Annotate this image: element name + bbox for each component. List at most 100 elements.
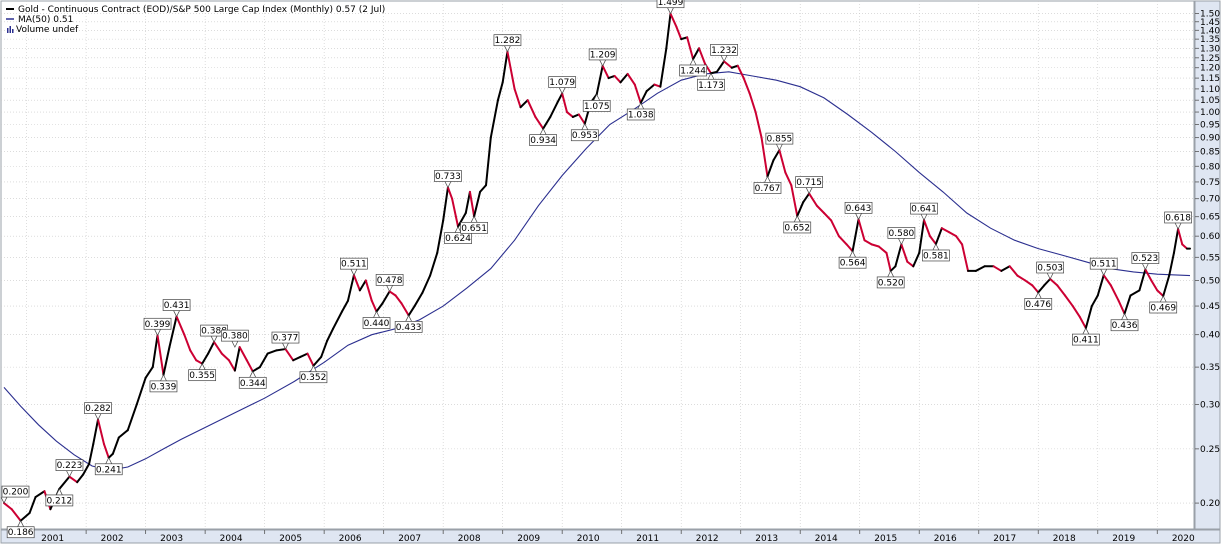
x-tick-label: 2018 <box>1053 534 1076 544</box>
price-segment <box>1090 294 1099 308</box>
price-segment <box>669 12 678 28</box>
y-tick-label: 0.95 <box>1200 121 1220 131</box>
price-segment <box>922 219 931 238</box>
price-segment <box>645 83 656 93</box>
price-callout: 0.618 <box>1164 211 1192 230</box>
callout-label: 0.953 <box>572 131 598 141</box>
price-segment <box>686 36 695 60</box>
price-callout: 0.476 <box>1024 291 1053 310</box>
price-segment <box>251 366 261 373</box>
y-tick-label: 0.90 <box>1200 134 1220 144</box>
data-labels: 0.200 0.186 0.212 0.223 0.282 0.241 0.399 0.339… <box>0 0 1192 538</box>
x-tick-label: 2009 <box>517 534 540 544</box>
callout-label: 0.855 <box>767 135 793 145</box>
price-segment <box>341 299 349 313</box>
price-segment <box>485 136 492 187</box>
price-segment <box>144 366 154 379</box>
y-tick-label: 1.05 <box>1200 96 1220 106</box>
price-segment <box>464 190 471 215</box>
price-segment <box>802 192 811 204</box>
price-callout: 1.079 <box>548 76 577 95</box>
callout-label: 0.511 <box>1091 260 1117 270</box>
price-segment <box>1123 294 1132 315</box>
callout-label: 1.075 <box>584 102 610 112</box>
price-callout: 0.511 <box>340 257 368 276</box>
price-segment <box>151 334 159 369</box>
price-segment <box>613 74 622 84</box>
price-callout: 0.733 <box>434 170 462 189</box>
price-segment <box>1049 278 1059 287</box>
callout-label: 1.038 <box>628 110 654 120</box>
price-segment <box>1084 305 1093 330</box>
price-segment <box>709 70 718 75</box>
x-tick-label: 2020 <box>1172 534 1195 544</box>
callout-label: 0.339 <box>151 382 177 392</box>
price-callout: 0.200 <box>0 485 30 504</box>
price-segment <box>906 260 915 268</box>
price-callout: 1.499 <box>656 0 685 15</box>
y-tick-label: 0.50 <box>1200 276 1220 286</box>
price-segment <box>1000 265 1011 272</box>
x-tick-label: 2015 <box>874 534 897 544</box>
price-segment <box>1024 279 1034 287</box>
y-tick-label: 1.35 <box>1200 35 1220 45</box>
price-segment <box>1056 284 1067 297</box>
x-tick-label: 2019 <box>1112 534 1135 544</box>
price-segment <box>429 251 439 277</box>
y-axis-ticks: 1.501.451.401.351.301.251.201.151.101.05… <box>1195 10 1220 509</box>
x-tick-label: 2005 <box>279 534 302 544</box>
y-tick-label: 1.20 <box>1200 64 1220 74</box>
callout-label: 0.733 <box>435 172 461 182</box>
price-segment <box>772 149 781 162</box>
price-segment <box>830 219 840 238</box>
legend: Gold - Continuous Contract (EOD)/S&P 500… <box>6 5 385 35</box>
x-tick-label: 2006 <box>339 534 362 544</box>
price-segment <box>28 496 37 515</box>
price-segment <box>97 418 105 446</box>
price-segment <box>796 201 805 217</box>
legend-volume-label: Volume undef <box>16 25 79 35</box>
price-segment <box>626 72 636 86</box>
x-tick-label: 2007 <box>398 534 421 544</box>
price-segment <box>479 184 488 193</box>
price-segment <box>76 473 85 484</box>
price-segment <box>760 136 769 178</box>
callout-label: 0.715 <box>796 178 822 188</box>
price-line <box>3 12 1191 522</box>
callout-label: 0.476 <box>1025 300 1051 310</box>
y-tick-label: 1.00 <box>1200 108 1220 118</box>
y-tick-label: 0.70 <box>1200 195 1220 205</box>
price-segment <box>88 443 95 465</box>
price-callout: 0.855 <box>765 132 794 151</box>
callout-label: 0.380 <box>222 332 248 342</box>
price-segment <box>175 315 186 336</box>
price-segment <box>889 265 897 272</box>
price-segment <box>473 190 482 218</box>
price-segment <box>1031 284 1040 294</box>
price-segment <box>1078 316 1087 330</box>
x-tick-label: 2013 <box>755 534 778 544</box>
price-segment <box>1064 294 1074 308</box>
price-segment <box>207 341 216 355</box>
price-segment <box>928 235 937 245</box>
price-segment <box>195 359 204 365</box>
price-segment <box>1177 227 1184 246</box>
price-segment <box>1096 274 1105 297</box>
price-callout: 0.223 <box>55 459 84 478</box>
y-tick-label: 0.35 <box>1200 363 1220 373</box>
price-segment <box>501 50 509 84</box>
price-segment <box>549 101 559 118</box>
y-tick-label: 0.75 <box>1200 178 1220 188</box>
price-callout: 0.641 <box>910 202 938 221</box>
price-segment <box>468 190 476 218</box>
price-segment <box>565 111 574 118</box>
legend-series-label: Gold - Continuous Contract (EOD)/S&P 500… <box>18 5 385 15</box>
price-segment <box>766 159 775 178</box>
price-segment <box>275 348 287 352</box>
price-callout: 0.411 <box>1072 327 1100 346</box>
price-segment <box>513 87 522 109</box>
y-tick-label: 1.25 <box>1200 54 1220 64</box>
price-segment <box>245 359 254 373</box>
x-tick-label: 2003 <box>160 534 183 544</box>
y-tick-label: 1.40 <box>1200 26 1220 36</box>
